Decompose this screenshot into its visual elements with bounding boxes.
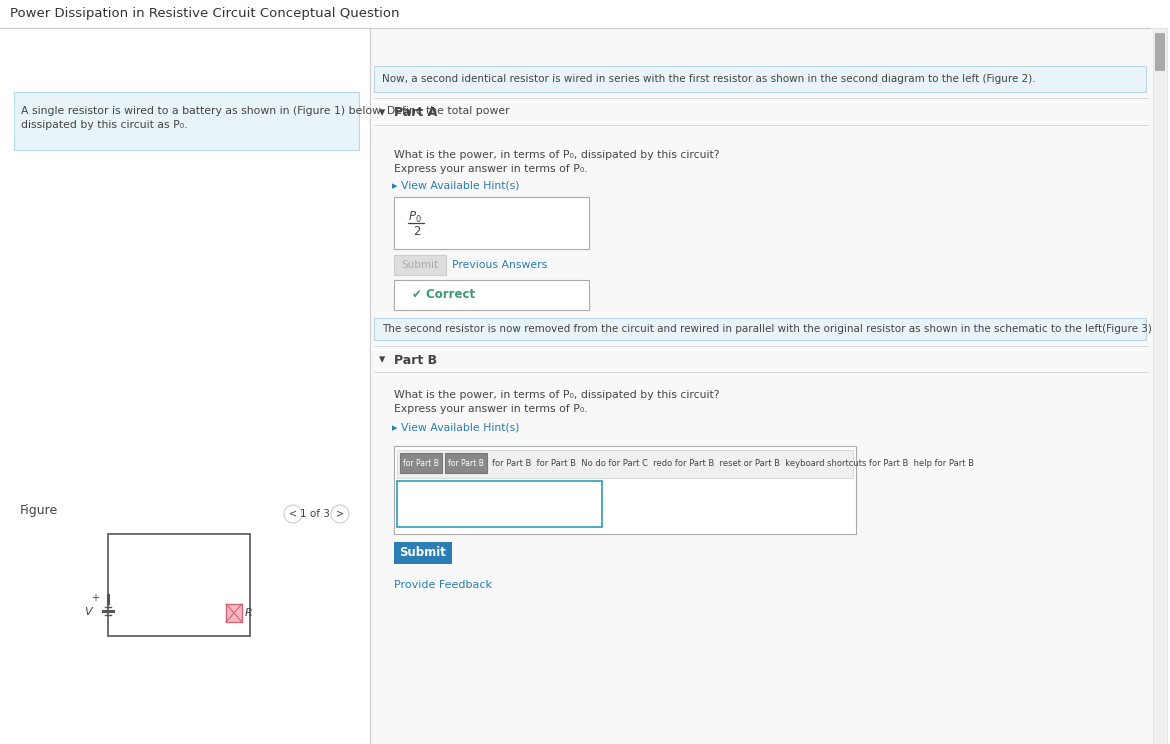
FancyBboxPatch shape: [226, 604, 242, 622]
Text: 1 of 3: 1 of 3: [300, 509, 330, 519]
FancyBboxPatch shape: [0, 28, 370, 744]
Text: R: R: [245, 608, 253, 618]
Text: <: <: [289, 509, 297, 519]
FancyBboxPatch shape: [397, 481, 603, 527]
Text: $P_0$: $P_0$: [408, 210, 421, 225]
Text: Power Dissipation in Resistive Circuit Conceptual Question: Power Dissipation in Resistive Circuit C…: [11, 7, 399, 21]
Text: ✔ Correct: ✔ Correct: [412, 289, 475, 301]
Text: Now, a second identical resistor is wired in series with the first resistor as s: Now, a second identical resistor is wire…: [381, 74, 1035, 84]
FancyBboxPatch shape: [370, 28, 1152, 744]
Text: for Part B: for Part B: [402, 458, 439, 467]
Text: Part A: Part A: [394, 106, 438, 120]
Text: dissipated by this circuit as P₀.: dissipated by this circuit as P₀.: [21, 120, 187, 130]
Text: Figure: Figure: [20, 504, 58, 517]
FancyBboxPatch shape: [1152, 28, 1166, 744]
Text: What is the power, in terms of P₀, dissipated by this circuit?: What is the power, in terms of P₀, dissi…: [394, 390, 720, 400]
Text: Submit: Submit: [401, 260, 439, 270]
Text: The second resistor is now removed from the circuit and rewired in parallel with: The second resistor is now removed from …: [381, 324, 1152, 334]
FancyBboxPatch shape: [14, 92, 359, 150]
Text: ▾: ▾: [379, 106, 385, 120]
FancyBboxPatch shape: [394, 280, 589, 310]
Text: >: >: [336, 509, 344, 519]
Text: Provide Feedback: Provide Feedback: [394, 580, 493, 590]
Text: +: +: [91, 593, 99, 603]
FancyBboxPatch shape: [374, 318, 1145, 340]
Text: Submit: Submit: [400, 547, 447, 559]
Text: Express your answer in terms of P₀.: Express your answer in terms of P₀.: [394, 404, 587, 414]
FancyBboxPatch shape: [1155, 33, 1165, 71]
Text: V: V: [84, 607, 91, 617]
Text: 2: 2: [413, 225, 420, 238]
FancyBboxPatch shape: [400, 453, 442, 473]
FancyBboxPatch shape: [394, 197, 589, 249]
Text: Part B: Part B: [394, 353, 438, 367]
Text: Previous Answers: Previous Answers: [452, 260, 548, 270]
Circle shape: [284, 505, 302, 523]
Text: A single resistor is wired to a battery as shown in (Figure 1) below. Define the: A single resistor is wired to a battery …: [21, 106, 510, 116]
FancyBboxPatch shape: [445, 453, 487, 473]
Text: for Part B: for Part B: [448, 458, 484, 467]
Text: ▸ View Available Hint(s): ▸ View Available Hint(s): [392, 181, 519, 191]
FancyBboxPatch shape: [108, 534, 250, 636]
Text: for Part B  for Part B  No do for Part C  redo for Part B  reset or Part B  keyb: for Part B for Part B No do for Part C r…: [493, 458, 973, 467]
Text: ▸ View Available Hint(s): ▸ View Available Hint(s): [392, 422, 519, 432]
FancyBboxPatch shape: [374, 66, 1145, 92]
Text: ▾: ▾: [379, 353, 385, 367]
Text: Express your answer in terms of P₀.: Express your answer in terms of P₀.: [394, 164, 587, 174]
FancyBboxPatch shape: [397, 450, 853, 478]
FancyBboxPatch shape: [394, 542, 452, 564]
FancyBboxPatch shape: [394, 446, 856, 534]
Circle shape: [331, 505, 349, 523]
FancyBboxPatch shape: [394, 255, 446, 275]
Text: What is the power, in terms of P₀, dissipated by this circuit?: What is the power, in terms of P₀, dissi…: [394, 150, 720, 160]
